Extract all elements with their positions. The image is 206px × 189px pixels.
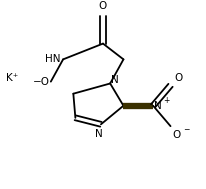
Text: O: O bbox=[173, 130, 181, 140]
Text: −: − bbox=[183, 125, 189, 134]
Text: N: N bbox=[154, 101, 162, 111]
Text: −O: −O bbox=[33, 77, 50, 87]
Text: K⁺: K⁺ bbox=[6, 73, 18, 83]
Text: O: O bbox=[99, 2, 107, 12]
Text: O: O bbox=[174, 73, 183, 83]
Text: N: N bbox=[95, 129, 103, 139]
Text: +: + bbox=[163, 96, 170, 105]
Text: HN: HN bbox=[45, 54, 61, 64]
Text: N: N bbox=[111, 75, 119, 85]
